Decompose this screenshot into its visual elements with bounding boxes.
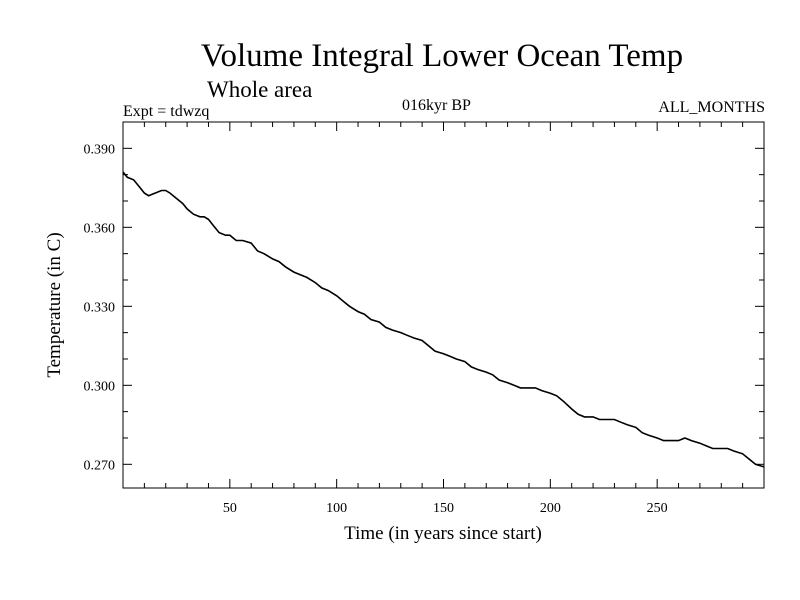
- x-tick-label: 150: [433, 501, 454, 516]
- experiment-label: Expt = tdwzq: [123, 103, 210, 120]
- plot-frame: [122, 121, 765, 489]
- x-tick-label: 100: [326, 501, 347, 516]
- x-tick-label: 250: [647, 501, 668, 516]
- chart-title: Volume Integral Lower Ocean Temp: [200, 38, 684, 74]
- period-label: 016kyr BP: [402, 97, 471, 114]
- y-tick-label: 0.390: [84, 142, 116, 157]
- series-line: [122, 171, 765, 468]
- chart-subtitle: Whole area: [207, 77, 313, 102]
- y-tick-label: 0.360: [84, 221, 116, 236]
- y-tick-label: 0.300: [84, 379, 116, 394]
- axis-tick-labels: 50 100 150 200 250 0.270 0.300 0.330 0.360 0.390: [84, 142, 668, 516]
- x-tick-label: 200: [540, 501, 561, 516]
- y-tick-label: 0.330: [84, 300, 116, 315]
- y-tick-label: 0.270: [84, 458, 116, 473]
- months-label: ALL_MONTHS: [658, 99, 765, 116]
- y-axis-label: Temperature (in C): [44, 232, 65, 377]
- axis-ticks: [123, 122, 764, 488]
- x-tick-label: 50: [223, 501, 237, 516]
- x-axis-label: Time (in years since start): [344, 523, 542, 544]
